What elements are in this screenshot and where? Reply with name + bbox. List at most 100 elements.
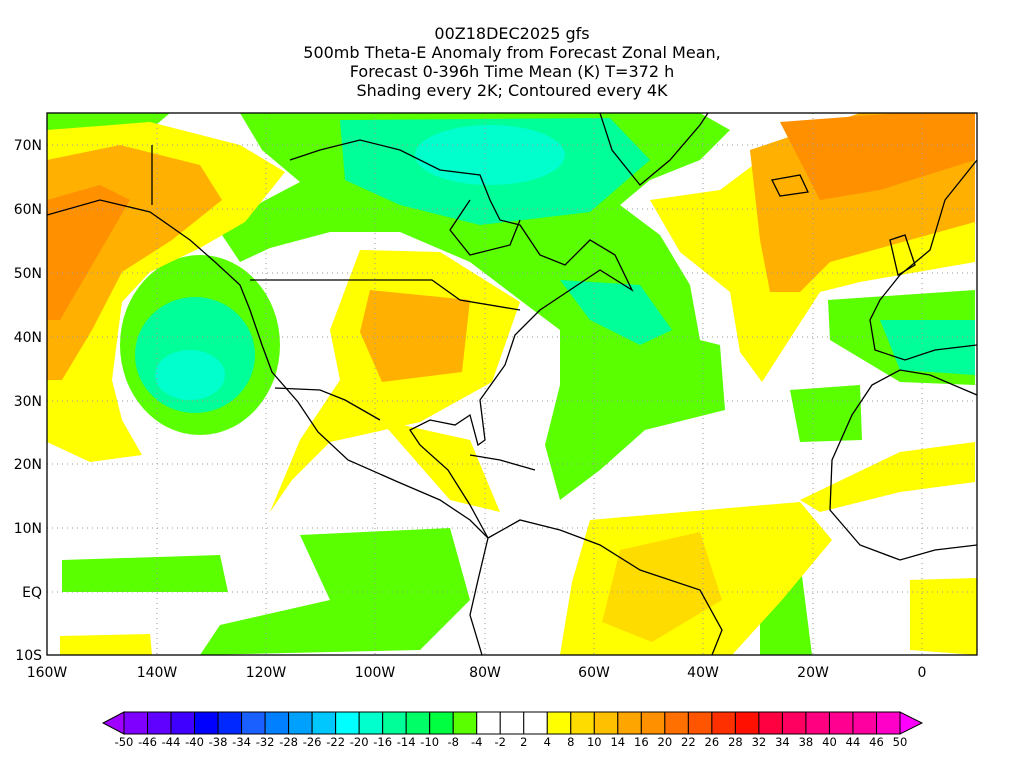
colorbar-swatch [335,711,360,735]
colorbar-label: -46 [138,735,157,749]
colorbar-label: -20 [350,735,369,749]
lon-axis: 160W 140W 120W 100W 80W 60W 40W 20W 0 [27,665,927,681]
colorbar-swatch [476,711,501,735]
title-line-3: Forecast 0-396h Time Mean (K) T=372 h [349,62,675,81]
colorbar-label: -34 [232,735,251,749]
colorbar-label: -16 [373,735,392,749]
colorbar-swatch [828,711,854,735]
lon-label: 20W [797,665,829,681]
colorbar-swatch [664,711,689,735]
colorbar-swatch [499,711,525,735]
colorbar-label: -26 [303,735,322,749]
coast-uk [889,234,916,277]
colorbar-swatch [217,711,243,735]
shade-southeast-yellow [910,578,977,655]
colorbar-label: -32 [256,735,275,749]
colorbar-swatch [805,711,830,735]
colorbar-swatch [617,711,642,735]
lon-label: 160W [27,665,68,681]
lon-label: 80W [469,665,501,681]
lon-label: 100W [355,665,396,681]
lat-label: EQ [22,585,42,601]
colorbar-swatch [170,711,196,735]
colorbar-swatch [358,711,384,735]
lat-label: 50N [14,266,42,282]
coast-greenland [599,113,709,186]
colorbar-swatch [781,711,807,735]
colorbar-swatch [452,711,478,735]
coast-north-america-west [47,199,489,539]
colorbar-label: 4 [544,735,551,749]
coast-south-america [469,519,723,655]
colorbar-high-arrow [899,711,924,735]
colorbar-low-arrow [101,711,125,735]
colorbar-label: 26 [705,735,720,749]
colorbar-swatch [429,711,454,735]
colorbar-swatch [875,711,901,735]
lon-label: 0 [918,665,927,681]
colorbar-label: 46 [869,735,884,749]
colorbar-label: 20 [658,735,673,749]
lon-label: 60W [578,665,610,681]
colorbar-swatch [734,711,760,735]
colorbar-swatch [264,711,290,735]
colorbar-label: 14 [610,735,625,749]
lat-label: 70N [14,138,42,154]
lat-label: 10S [15,648,42,664]
colorbar-swatch [640,711,666,735]
colorbar-swatch [405,711,431,735]
colorbar-swatch [382,711,407,735]
colorbar-label: -44 [162,735,181,749]
coast-europe [869,159,977,361]
colorbar-label: -10 [420,735,439,749]
map-title: 00Z18DEC2025 gfs 500mb Theta-E Anomaly f… [0,24,1024,100]
shade-canada-atlantic-green [220,113,730,500]
colorbar-swatch [147,711,172,735]
colorbar-legend: -50 -46 -44 -40 -38 -34 -32 -28 -26 -22 -20 -16 -14-… [101,711,924,749]
colorbar-label: 38 [799,735,814,749]
colorbar-label: 8 [567,735,574,749]
shade-africa-green [790,385,862,442]
shade-africa-yellow-band [800,442,975,512]
colorbar-swatch [711,711,736,735]
plot-frame [46,112,978,656]
colorbar-label: 28 [728,735,743,749]
colorbar-swatch [194,711,219,735]
colorbar-label: -14 [397,735,416,749]
colorbar-label: 40 [822,735,837,749]
colorbar-label: 34 [775,735,790,749]
colorbar-swatch [288,711,313,735]
colorbar-label: -38 [209,735,228,749]
shade-pacific-cyan [155,350,225,400]
colorbar-swatch [123,711,149,735]
shade-north-atlantic-orange2 [780,113,975,200]
shade-central-us-orange [360,290,470,382]
lat-label: 20N [14,457,42,473]
title-line-4: Shading every 2K; Contoured every 4K [356,81,668,100]
colorbar-swatch [570,711,595,735]
lat-axis: 70N 60N 50N 40N 30N 20N 10N EQ 10S [14,138,42,664]
colorbar-swatch [593,711,619,735]
shade-northeast-teal [560,280,672,345]
lat-label: 30N [14,394,42,410]
shade-alaska-orange2 [47,185,130,320]
coast-iceland [771,174,809,197]
colorbar-swatch [852,711,877,735]
coast-hudson-bay [449,199,521,256]
title-line-1: 00Z18DEC2025 gfs [434,24,590,43]
colorbar-label: -4 [471,735,482,749]
colorbar-label: 22 [681,735,696,749]
colorbar-label: -8 [447,735,458,749]
coastlines [47,113,977,655]
border-us-mexico [274,387,381,421]
colorbar-label: 50 [893,735,908,749]
lat-label: 60N [14,202,42,218]
shading-layer [47,113,977,655]
title-line-2: 500mb Theta-E Anomaly from Forecast Zona… [303,43,721,62]
coast-africa [829,369,977,561]
colorbar-label: 32 [752,735,767,749]
colorbar-swatch [241,711,266,735]
shade-pacific-sw-green [62,555,228,592]
shade-central-america-yellow [380,420,500,512]
